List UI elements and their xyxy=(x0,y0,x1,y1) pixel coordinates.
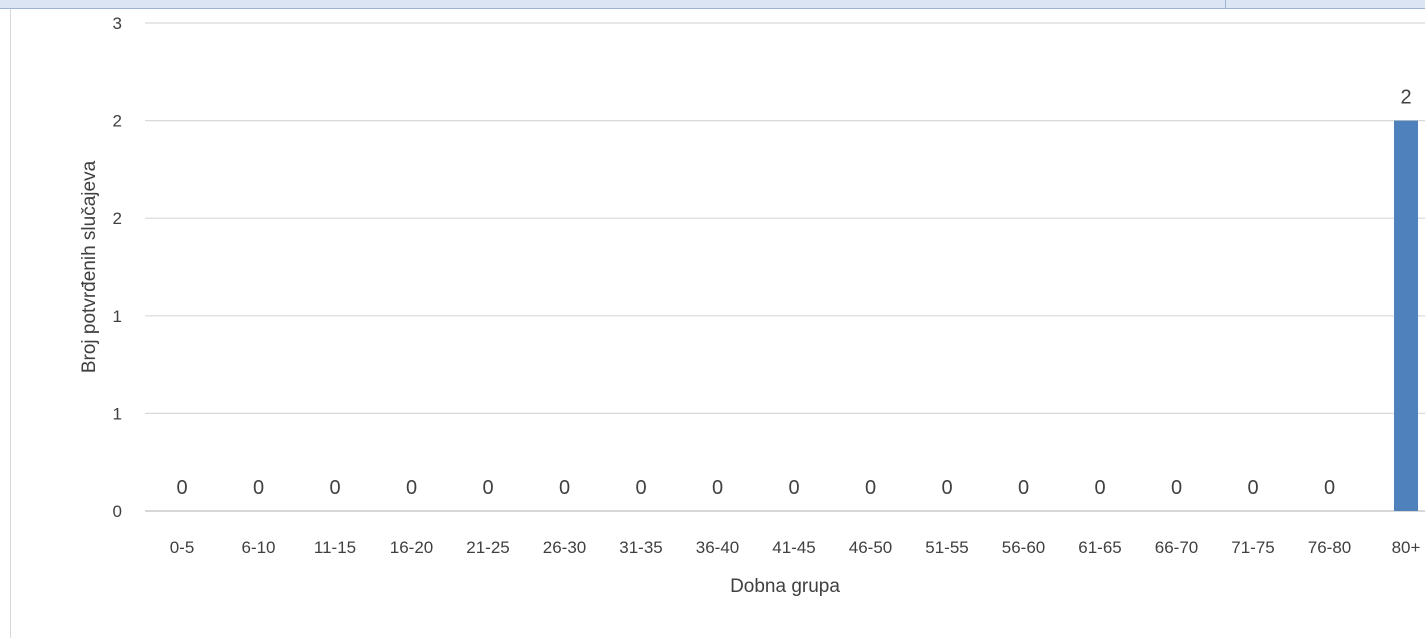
x-tick-labels: 0-5 6-10 11-15 16-20 21-25 26-30 31-35 36-40 41-… xyxy=(170,538,1421,557)
data-label: 0 xyxy=(253,477,264,499)
data-label: 0 xyxy=(482,477,493,499)
y-tick-labels: 0 1 1 2 2 3 xyxy=(113,14,122,521)
data-label: 0 xyxy=(635,477,646,499)
x-tick-label: 61-65 xyxy=(1078,538,1121,557)
y-tick-label: 2 xyxy=(113,112,122,131)
x-tick-label: 31-35 xyxy=(619,538,662,557)
chart-frame-border xyxy=(10,9,11,638)
data-label: 0 xyxy=(1247,477,1258,499)
data-label: 0 xyxy=(176,477,187,499)
window-top-divider xyxy=(1225,0,1226,9)
x-tick-label: 36-40 xyxy=(696,538,739,557)
data-label: 0 xyxy=(1171,477,1182,499)
data-label: 0 xyxy=(941,477,952,499)
data-label: 0 xyxy=(559,477,570,499)
data-labels: 0 0 0 0 0 0 0 0 0 0 0 0 0 0 0 0 2 xyxy=(176,87,1411,499)
x-tick-label: 80+ xyxy=(1392,538,1421,557)
x-axis-title: Dobna grupa xyxy=(730,576,840,597)
x-tick-label: 11-15 xyxy=(314,538,356,557)
x-tick-label: 21-25 xyxy=(466,538,509,557)
data-label: 0 xyxy=(712,477,723,499)
x-tick-label: 6-10 xyxy=(241,538,275,557)
y-tick-label: 2 xyxy=(113,209,122,228)
bars xyxy=(1394,120,1418,511)
x-tick-label: 41-45 xyxy=(772,538,815,557)
x-tick-label: 66-70 xyxy=(1155,538,1198,557)
y-tick-label: 3 xyxy=(113,14,122,33)
data-label: 2 xyxy=(1400,87,1411,109)
data-label: 0 xyxy=(1094,477,1105,499)
data-label: 0 xyxy=(865,477,876,499)
gridlines xyxy=(145,22,1425,512)
x-tick-label: 16-20 xyxy=(390,538,433,557)
y-tick-label: 1 xyxy=(113,307,122,326)
x-tick-label: 76-80 xyxy=(1308,538,1351,557)
bar xyxy=(1394,120,1418,511)
x-tick-label: 71-75 xyxy=(1231,538,1274,557)
data-label: 0 xyxy=(788,477,799,499)
x-tick-label: 0-5 xyxy=(170,538,195,557)
data-label: 0 xyxy=(1324,477,1335,499)
data-label: 0 xyxy=(329,477,340,499)
x-tick-label: 51-55 xyxy=(925,538,968,557)
y-axis-title: Broj potvrđenih slučajeva xyxy=(79,160,100,373)
y-tick-label: 0 xyxy=(113,502,122,521)
y-tick-label: 1 xyxy=(113,404,122,423)
x-tick-label: 46-50 xyxy=(849,538,892,557)
x-tick-label: 56-60 xyxy=(1002,538,1045,557)
x-tick-label: 26-30 xyxy=(543,538,586,557)
data-label: 0 xyxy=(1018,477,1029,499)
data-label: 0 xyxy=(406,477,417,499)
window-top-strip xyxy=(0,0,1425,9)
